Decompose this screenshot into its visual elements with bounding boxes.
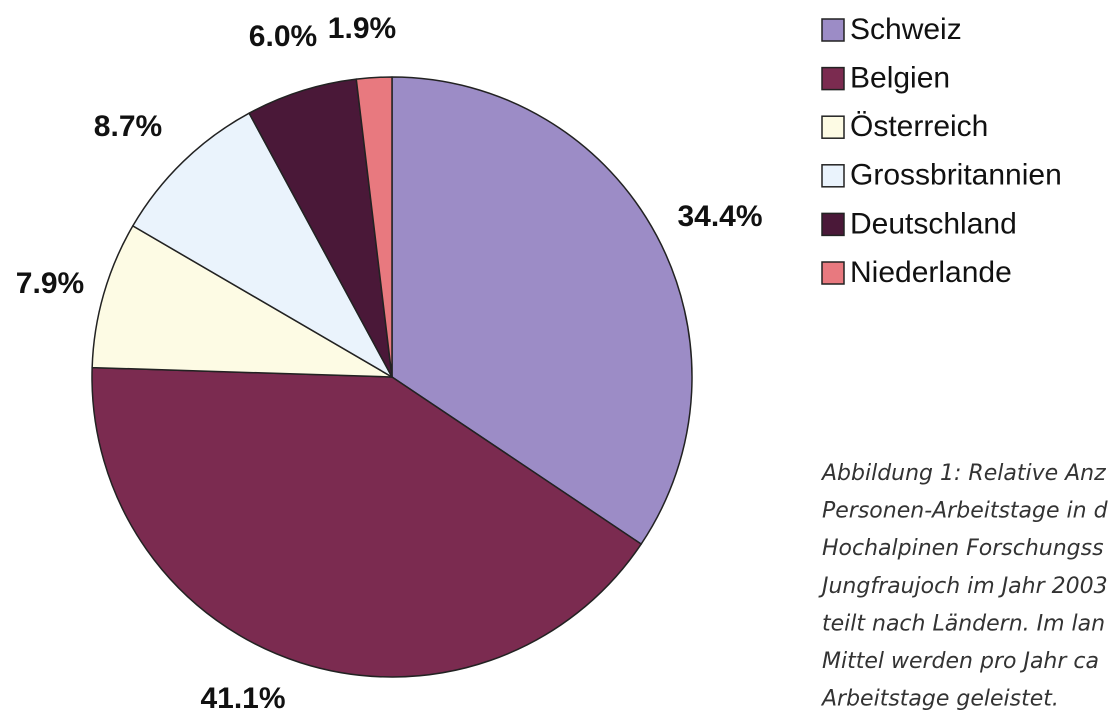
caption-line: Jungfraujoch im Jahr 2003 xyxy=(818,574,1108,599)
data-label: 41.1% xyxy=(200,682,285,715)
legend-label: Schweiz xyxy=(850,13,962,46)
pie-slice xyxy=(391,76,693,545)
legend-swatch xyxy=(821,212,845,237)
legend-label: Österreich xyxy=(850,110,988,143)
legend-swatch xyxy=(821,18,845,42)
caption-line: Hochalpinen Forschungss xyxy=(822,536,1104,561)
data-label: 6.0% xyxy=(249,20,317,53)
caption-line: teilt nach Ländern. Im lan xyxy=(822,611,1105,636)
pie-slice xyxy=(91,225,393,378)
legend-label: Belgien xyxy=(850,62,950,95)
legend-swatch xyxy=(821,261,845,285)
legend-label: Niederlande xyxy=(850,256,1012,289)
caption-line: Personen-Arbeitstage in d xyxy=(822,499,1109,524)
legend-swatch xyxy=(821,66,845,91)
legend-swatch xyxy=(821,115,845,139)
legend-swatch xyxy=(821,164,845,188)
caption-line: Mittel werden pro Jahr ca xyxy=(822,649,1099,674)
pie-slice xyxy=(355,76,393,378)
pie-slice xyxy=(91,366,642,678)
legend-label: Grossbritannien xyxy=(850,159,1062,192)
caption-line: Arbeitstage geleistet. xyxy=(820,687,1059,712)
pie-slice xyxy=(132,112,393,378)
data-label: 7.9% xyxy=(16,267,84,300)
data-label: 8.7% xyxy=(94,110,162,143)
data-label: 34.4% xyxy=(677,200,762,233)
caption-line: Abbildung 1: Relative Anz xyxy=(820,461,1106,486)
data-label: 1.9% xyxy=(328,12,396,45)
legend-label: Deutschland xyxy=(850,207,1017,240)
